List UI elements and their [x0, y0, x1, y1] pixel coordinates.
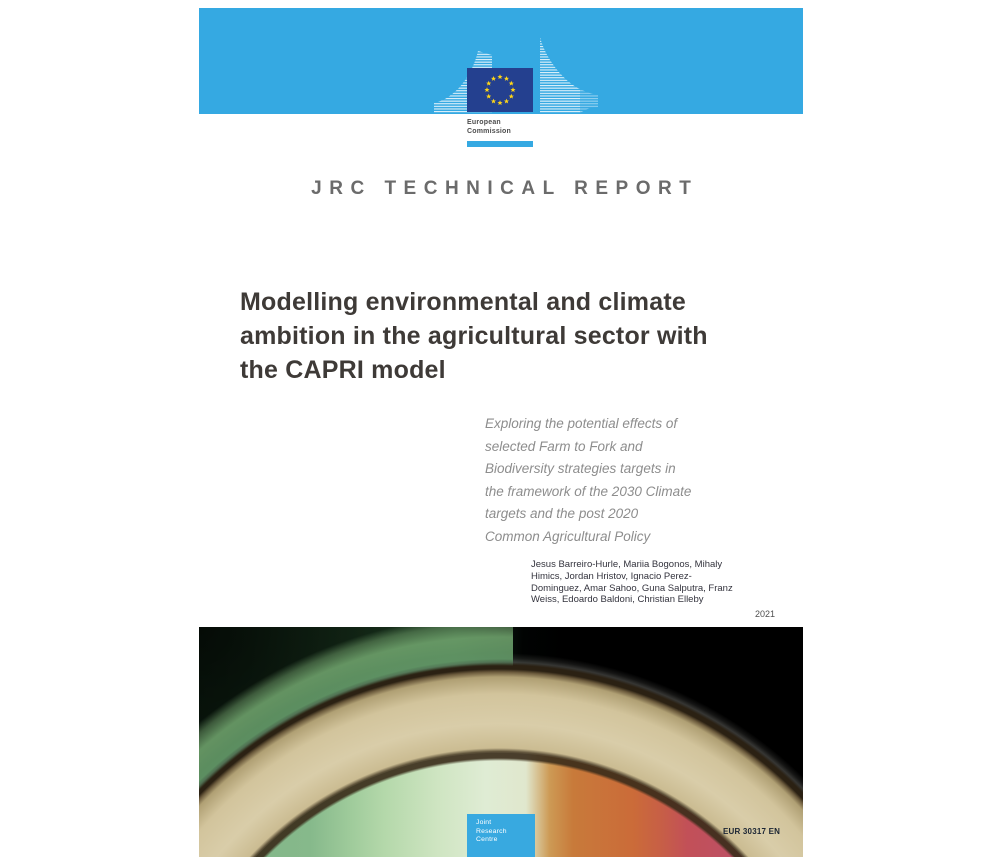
report-number: EUR 30317 EN	[723, 827, 781, 836]
authors-list: Jesus Barreiro-Hurle, Mariia Bogonos, Mi…	[531, 559, 733, 606]
report-type-heading: JRC TECHNICAL REPORT	[311, 178, 699, 199]
report-subtitle: Exploring the potential effects of selec…	[485, 416, 692, 544]
photo-green-ring	[199, 627, 513, 857]
report-title: Modelling environmental and climate ambi…	[240, 288, 708, 384]
jrc-logo-box: Joint Research Centre	[467, 814, 535, 857]
ec-logo-underline	[467, 141, 533, 147]
cover-photo: Joint Research Centre EUR 30317 EN	[199, 627, 803, 857]
ec-wordmark: European Commission	[467, 119, 512, 135]
publication-year: 2021	[754, 609, 775, 619]
eu-flag-icon	[467, 68, 533, 112]
